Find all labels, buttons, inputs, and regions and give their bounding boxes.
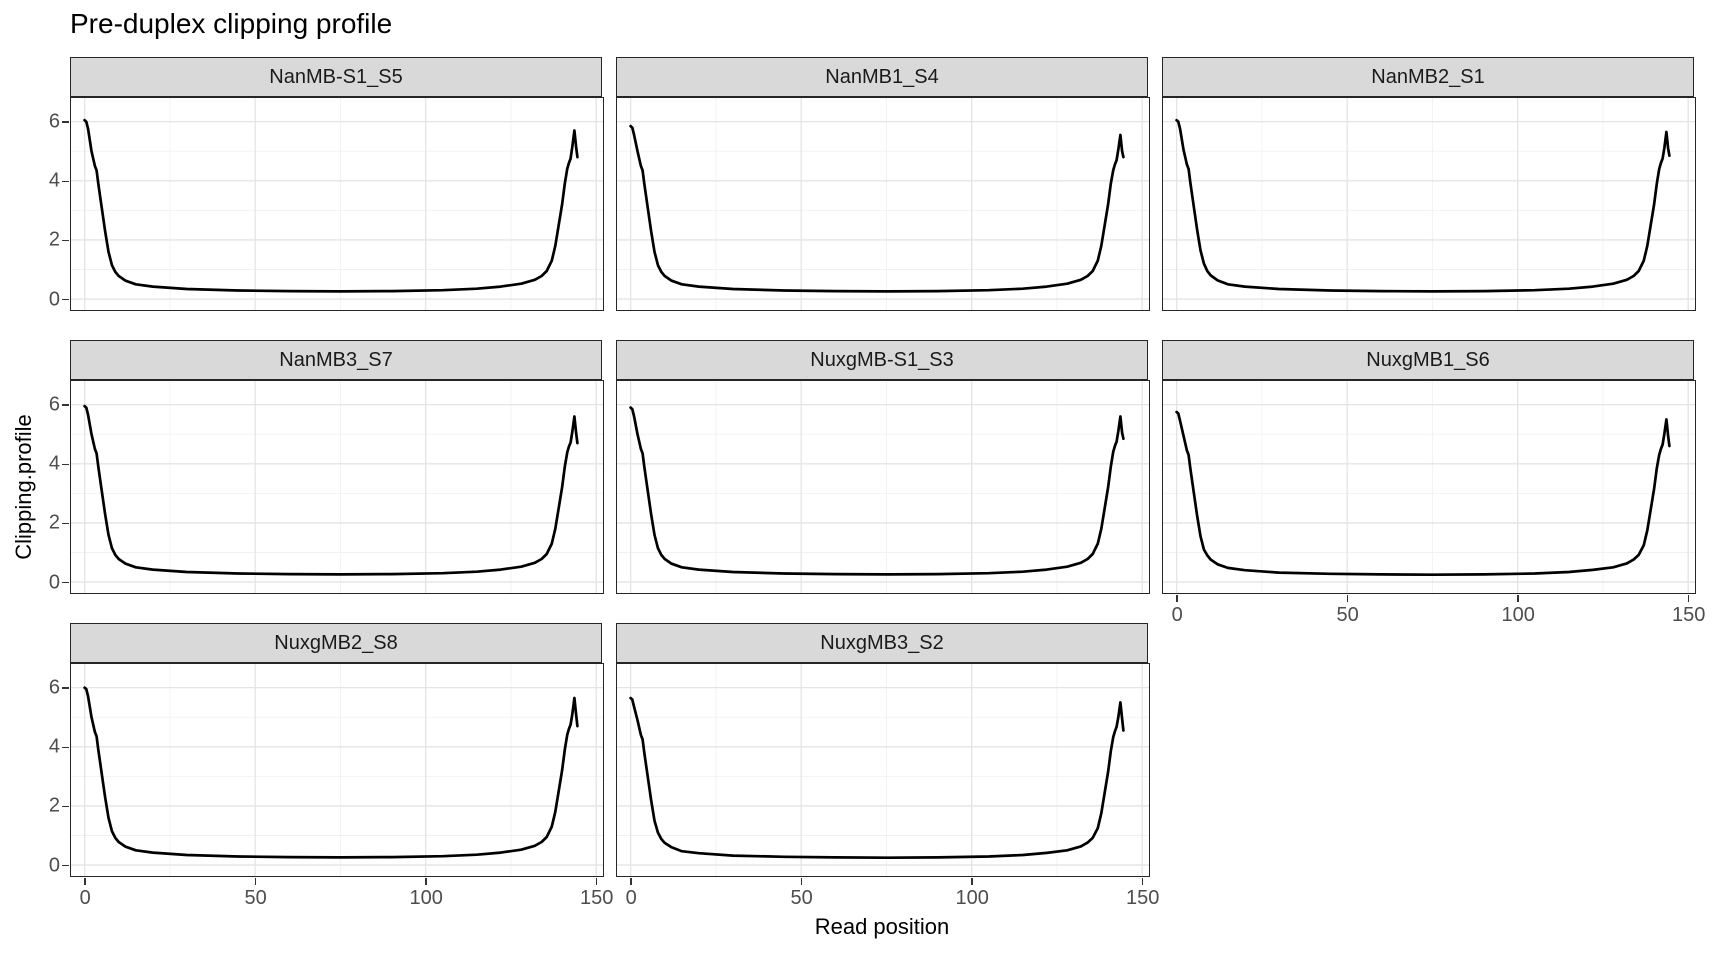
x-axis-tick-label: 100 xyxy=(955,887,989,909)
facet-strip: NuxgMB3_S2 xyxy=(616,623,1148,663)
facet-panel xyxy=(1162,380,1696,594)
plot-title: Pre-duplex clipping profile xyxy=(70,8,393,39)
facet-strip-label: NanMB1_S4 xyxy=(825,65,939,88)
y-axis-tick xyxy=(61,746,69,749)
x-axis-tick xyxy=(1687,595,1690,602)
facet-strip-label: NuxgMB-S1_S3 xyxy=(810,348,954,371)
facet-NuxgMB1_S6: NuxgMB1_S6 0 50 100 150 xyxy=(1162,340,1705,626)
clipping-profile-line xyxy=(83,404,579,576)
facet-NanMB-S1_S5: NanMB-S1_S5 0 2 4 6 xyxy=(49,57,604,311)
y-axis-tick-label: 0 xyxy=(48,288,60,311)
y-axis-tick-label: 6 xyxy=(48,110,60,133)
facet-panel xyxy=(616,97,1150,311)
x-axis-tick-label: 50 xyxy=(790,887,813,909)
facet-strip: NuxgMB-S1_S3 xyxy=(616,340,1148,380)
y-axis-title: Clipping.profile xyxy=(11,414,36,560)
facet-NanMB2_S1: NanMB2_S1 xyxy=(1162,57,1696,311)
y-axis-tick xyxy=(61,404,69,406)
facet-strip-label: NanMB-S1_S5 xyxy=(269,65,403,88)
y-axis-tick-label: 4 xyxy=(48,735,60,758)
clipping-profile-line xyxy=(1175,118,1671,293)
y-axis-tick xyxy=(61,864,69,867)
y-axis-tick xyxy=(61,687,69,689)
x-axis-title: Read position xyxy=(814,914,950,939)
y-axis-tick-label: 2 xyxy=(48,228,60,251)
facet-strip-label: NuxgMB2_S8 xyxy=(274,631,398,654)
x-axis-tick-label: 50 xyxy=(1336,604,1359,626)
facet-NuxgMB-S1_S3: NuxgMB-S1_S3 xyxy=(616,340,1150,594)
y-axis-tick xyxy=(61,180,69,183)
facet-strip: NuxgMB2_S8 xyxy=(70,623,602,663)
x-axis-tick xyxy=(1176,595,1178,602)
y-axis-tick-label: 6 xyxy=(48,676,60,699)
facet-panel xyxy=(70,663,604,877)
x-axis-tick-label: 150 xyxy=(579,887,614,909)
facet-strip: NanMB3_S7 xyxy=(70,340,602,380)
clipping-profile-line xyxy=(629,696,1125,860)
x-axis-tick xyxy=(1346,595,1349,602)
x-axis-tick xyxy=(630,878,632,885)
x-axis-tick-label: 150 xyxy=(1671,604,1706,626)
y-axis-tick-label: 2 xyxy=(48,511,60,534)
y-axis-tick xyxy=(61,239,69,242)
facet-strip-label: NanMB3_S7 xyxy=(279,348,393,371)
clipping-profile-line xyxy=(83,686,579,859)
x-axis-tick xyxy=(800,878,803,885)
facet-strip: NuxgMB1_S6 xyxy=(1162,340,1694,380)
x-axis-tick xyxy=(1517,595,1519,602)
x-axis-tick-label: 150 xyxy=(1125,887,1160,909)
x-axis-tick xyxy=(425,878,427,885)
facet-panel xyxy=(70,97,604,311)
facet-strip: NanMB1_S4 xyxy=(616,57,1148,97)
facet-strip-label: NuxgMB3_S2 xyxy=(820,631,944,654)
y-axis-tick-label: 0 xyxy=(48,854,60,877)
y-axis-tick-label: 4 xyxy=(48,452,60,475)
clipping-profile-line xyxy=(1175,410,1671,577)
x-axis-tick xyxy=(84,878,86,885)
y-axis-tick xyxy=(61,298,69,301)
facet-panel xyxy=(70,380,604,594)
x-axis-tick-label: 0 xyxy=(1171,604,1183,626)
facet-panel xyxy=(616,380,1150,594)
x-axis-tick-label: 0 xyxy=(79,887,91,909)
x-axis-tick-label: 100 xyxy=(1501,604,1535,626)
clipping-profile-line xyxy=(629,406,1125,576)
y-axis-tick xyxy=(61,121,69,123)
facet-strip-label: NanMB2_S1 xyxy=(1371,65,1485,88)
x-axis-tick xyxy=(254,878,257,885)
x-axis-tick xyxy=(1141,878,1144,885)
y-axis-tick xyxy=(61,805,69,808)
x-axis-tick-label: 100 xyxy=(409,887,443,909)
facet-NanMB3_S7: NanMB3_S7 0 2 4 6 xyxy=(49,340,604,594)
facet-strip: NanMB-S1_S5 xyxy=(70,57,602,97)
clipping-profile-line xyxy=(83,118,579,293)
y-axis-tick-label: 4 xyxy=(48,169,60,192)
facet-NuxgMB2_S8: NuxgMB2_S8 0 2 4 6 0 50 100 150 xyxy=(49,623,613,909)
y-axis-tick-label: 2 xyxy=(48,794,60,817)
x-axis-tick xyxy=(971,878,973,885)
y-axis-tick xyxy=(61,581,69,584)
facet-strip: NanMB2_S1 xyxy=(1162,57,1694,97)
clipping-profile-line xyxy=(629,124,1125,293)
x-axis-tick xyxy=(595,878,598,885)
y-axis-tick-label: 0 xyxy=(48,571,60,594)
y-axis-tick xyxy=(61,463,69,466)
facet-NanMB1_S4: NanMB1_S4 xyxy=(616,57,1150,311)
y-axis-tick xyxy=(61,522,69,525)
facet-panel xyxy=(616,663,1150,877)
facet-panel xyxy=(1162,97,1696,311)
x-axis-tick-label: 50 xyxy=(244,887,267,909)
facet-NuxgMB3_S2: NuxgMB3_S2 0 50 100 150 xyxy=(616,623,1159,909)
y-axis-tick-label: 6 xyxy=(48,393,60,416)
facet-strip-label: NuxgMB1_S6 xyxy=(1366,348,1490,371)
x-axis-tick-label: 0 xyxy=(625,887,637,909)
